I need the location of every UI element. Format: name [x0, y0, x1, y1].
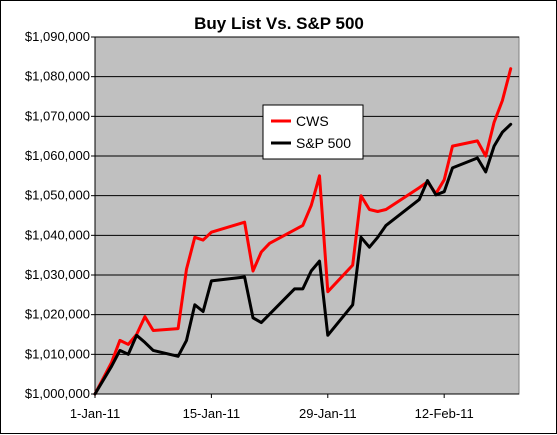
- axes: [94, 37, 519, 395]
- y-tick-label: $1,010,000: [25, 346, 90, 361]
- x-tick-label: 12-Feb-11: [415, 406, 474, 421]
- chart-title: Buy List Vs. S&P 500: [194, 14, 364, 33]
- y-tick-label: $1,000,000: [25, 386, 90, 401]
- y-tick-label: $1,080,000: [25, 69, 90, 84]
- legend: CWS S&P 500: [262, 104, 364, 160]
- series-line-sp500: [93, 122, 513, 396]
- y-tick-label: $1,020,000: [25, 307, 90, 322]
- x-tick-label: 29-Jan-11: [299, 406, 357, 421]
- y-tick-label: $1,050,000: [25, 188, 90, 203]
- legend-label: CWS: [296, 113, 329, 129]
- series-line-cws: [93, 67, 513, 396]
- series-lines: [93, 67, 513, 396]
- legend-box: [262, 104, 364, 160]
- y-tick-label: $1,040,000: [25, 227, 90, 242]
- y-tick-label: $1,030,000: [25, 267, 90, 282]
- x-tick-label: 15-Jan-11: [183, 406, 241, 421]
- y-tick-labels: $1,000,000 $1,010,000 $1,020,000 $1,030,000…: [25, 29, 90, 401]
- y-tick-label: $1,070,000: [25, 108, 90, 123]
- legend-label: S&P 500: [296, 135, 351, 151]
- y-tick-label: $1,090,000: [25, 29, 90, 44]
- x-tick-labels: 1-Jan-11 15-Jan-11 29-Jan-11 12-Feb-11: [70, 394, 474, 421]
- x-tick-label: 1-Jan-11: [70, 406, 120, 421]
- y-tick-label: $1,060,000: [25, 148, 90, 163]
